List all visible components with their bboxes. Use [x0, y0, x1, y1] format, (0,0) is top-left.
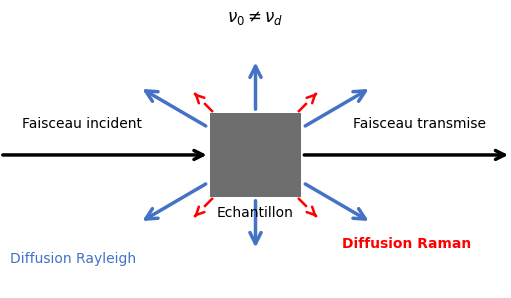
Text: Faisceau transmise: Faisceau transmise — [353, 117, 485, 131]
Text: Faisceau incident: Faisceau incident — [22, 117, 142, 131]
Bar — [210, 113, 301, 197]
Text: Diffusion Rayleigh: Diffusion Rayleigh — [10, 252, 136, 266]
Text: $\nu_0 \neq \nu_d$: $\nu_0 \neq \nu_d$ — [227, 9, 284, 27]
Text: Diffusion Raman: Diffusion Raman — [342, 238, 472, 251]
Text: Echantillon: Echantillon — [217, 206, 294, 220]
